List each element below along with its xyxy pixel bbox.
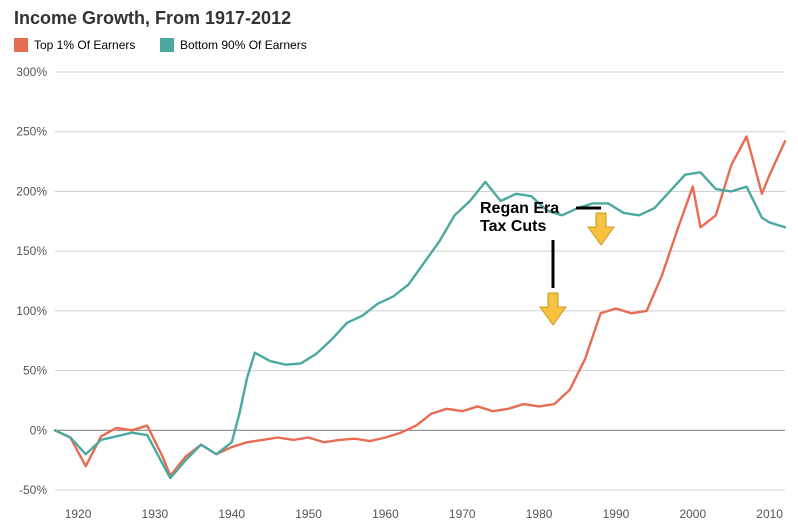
svg-text:1970: 1970	[449, 507, 476, 521]
svg-text:2010: 2010	[756, 507, 783, 521]
svg-text:250%: 250%	[16, 125, 47, 139]
svg-text:1960: 1960	[372, 507, 399, 521]
svg-text:1940: 1940	[218, 507, 245, 521]
svg-text:1950: 1950	[295, 507, 322, 521]
svg-text:200%: 200%	[16, 184, 47, 198]
svg-text:2000: 2000	[679, 507, 706, 521]
svg-text:1920: 1920	[65, 507, 92, 521]
svg-text:1990: 1990	[603, 507, 630, 521]
annotation-text: Regan EraTax Cuts	[480, 200, 559, 236]
svg-text:1980: 1980	[526, 507, 553, 521]
svg-text:100%: 100%	[16, 304, 47, 318]
line-chart: -50% 0% 50% 100% 150% 200% 250% 300% 1920 1930 194…	[0, 0, 798, 522]
svg-text:50%: 50%	[23, 364, 47, 378]
svg-text:-50%: -50%	[19, 483, 47, 497]
svg-text:300%: 300%	[16, 65, 47, 79]
svg-text:0%: 0%	[30, 423, 48, 437]
svg-text:1930: 1930	[142, 507, 169, 521]
svg-text:150%: 150%	[16, 244, 47, 258]
